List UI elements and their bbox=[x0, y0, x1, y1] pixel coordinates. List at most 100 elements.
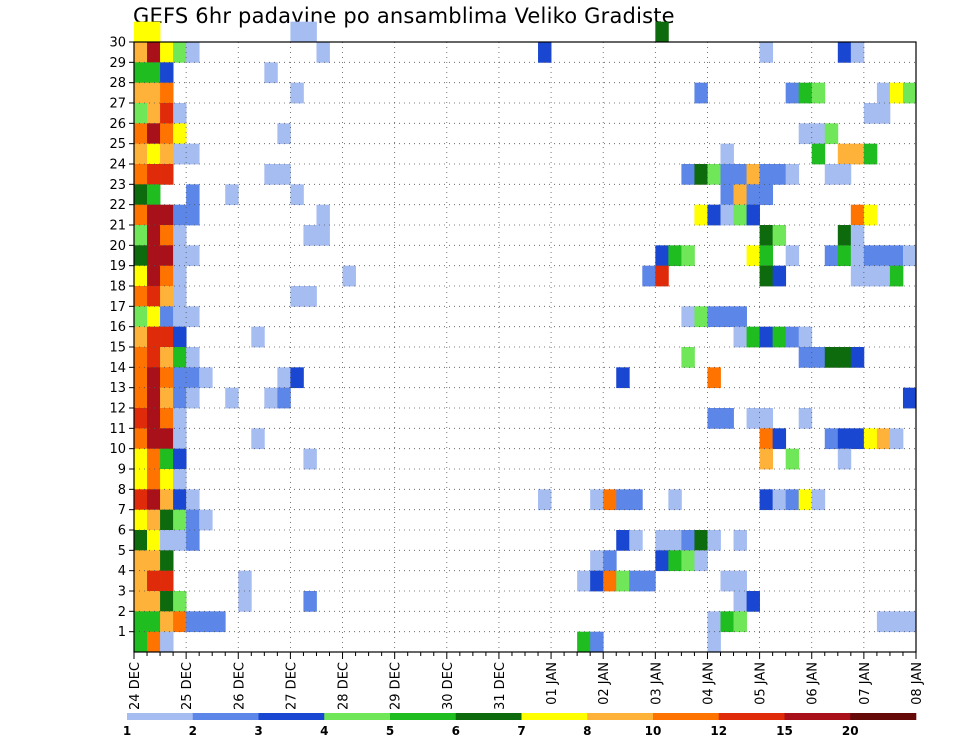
heatmap-cell bbox=[264, 164, 278, 185]
heatmap-cell bbox=[147, 347, 161, 368]
heatmap-cell bbox=[681, 530, 695, 551]
heatmap-cell bbox=[134, 225, 148, 246]
heatmap-cell bbox=[134, 550, 148, 572]
heatmap-cell bbox=[147, 42, 161, 63]
heatmap-cell bbox=[837, 42, 852, 63]
heatmap-cell bbox=[629, 570, 643, 592]
heatmap-cell bbox=[863, 245, 878, 267]
colorbar-label: 3 bbox=[254, 724, 262, 738]
heatmap-cell bbox=[225, 387, 239, 409]
heatmap-cell bbox=[616, 367, 630, 389]
colorbar-segment bbox=[390, 713, 457, 720]
heatmap-cell bbox=[681, 164, 695, 185]
heatmap-cell bbox=[772, 326, 787, 348]
heatmap-cell bbox=[707, 408, 721, 429]
heatmap-cell bbox=[147, 184, 161, 206]
heatmap-cell bbox=[694, 204, 708, 226]
heatmap-cell bbox=[147, 550, 161, 572]
heatmap-cell bbox=[134, 103, 148, 124]
x-tick-label: 26 DEC bbox=[232, 662, 247, 710]
colorbar-label: 1 bbox=[123, 724, 131, 738]
heatmap-cell bbox=[160, 286, 174, 307]
heatmap-cell bbox=[147, 469, 161, 490]
heatmap-cell bbox=[160, 367, 174, 389]
heatmap-cell bbox=[251, 428, 265, 450]
colorbar-label: 6 bbox=[452, 724, 460, 738]
x-tick-label: 07 JAN bbox=[858, 662, 873, 705]
heatmap-cell bbox=[590, 489, 604, 511]
heatmap-cell bbox=[837, 448, 852, 470]
heatmap-cell bbox=[147, 21, 161, 43]
colorbar-segment bbox=[718, 713, 785, 720]
heatmap-cell bbox=[655, 21, 669, 43]
heatmap-cell bbox=[824, 123, 839, 145]
heatmap-cell bbox=[134, 306, 148, 328]
y-tick-label: 4 bbox=[118, 564, 126, 579]
colorbar-segment bbox=[258, 713, 325, 720]
heatmap-cell bbox=[303, 591, 317, 612]
heatmap-cell bbox=[160, 591, 174, 612]
heatmap-cell bbox=[876, 611, 891, 633]
x-tick-label: 30 DEC bbox=[441, 662, 456, 710]
heatmap-cell bbox=[707, 204, 721, 226]
heatmap-cell bbox=[707, 611, 721, 633]
heatmap-cell bbox=[824, 428, 839, 450]
heatmap-cell bbox=[798, 489, 813, 511]
heatmap-cell bbox=[785, 326, 800, 348]
y-tick-label: 26 bbox=[109, 117, 126, 132]
heatmap-cell bbox=[733, 204, 747, 226]
heatmap-cell bbox=[655, 245, 669, 267]
heatmap-cell bbox=[186, 245, 200, 267]
heatmap-cell bbox=[577, 570, 591, 592]
heatmap-cell bbox=[264, 387, 278, 409]
heatmap-cell bbox=[694, 82, 708, 104]
heatmap-cell bbox=[173, 265, 187, 287]
heatmap-cell bbox=[668, 530, 682, 551]
heatmap-cell bbox=[694, 164, 708, 185]
heatmap-cell bbox=[186, 509, 200, 531]
heatmap-cell bbox=[173, 530, 187, 551]
heatmap-cell bbox=[160, 62, 174, 84]
heatmap-cell bbox=[694, 306, 708, 328]
heatmap-cell bbox=[147, 631, 161, 653]
heatmap-cell bbox=[173, 469, 187, 490]
heatmap-cell bbox=[186, 347, 200, 368]
heatmap-cell bbox=[186, 387, 200, 409]
colorbar-segment bbox=[587, 713, 654, 720]
heatmap-cell bbox=[707, 306, 721, 328]
heatmap-cell bbox=[134, 570, 148, 592]
heatmap-cell bbox=[173, 42, 187, 63]
heatmap-cell bbox=[316, 42, 330, 63]
heatmap-cell bbox=[160, 204, 174, 226]
heatmap-cell bbox=[173, 347, 187, 368]
heatmap-cell bbox=[590, 550, 604, 572]
colorbar-segment bbox=[653, 713, 720, 720]
heatmap-cell bbox=[160, 123, 174, 145]
heatmap-cell bbox=[850, 143, 865, 165]
heatmap-cell bbox=[147, 245, 161, 267]
heatmap-cell bbox=[733, 164, 747, 185]
heatmap-cell bbox=[733, 184, 747, 206]
heatmap-cell bbox=[134, 62, 148, 84]
y-tick-label: 9 bbox=[118, 463, 126, 478]
heatmap-cell bbox=[199, 367, 213, 389]
heatmap-cell bbox=[759, 448, 774, 470]
heatmap-cell bbox=[876, 245, 891, 267]
heatmap-cell bbox=[225, 184, 239, 206]
heatmap-cell bbox=[160, 631, 174, 653]
heatmap-cell bbox=[629, 530, 643, 551]
heatmap-cell bbox=[264, 62, 278, 84]
heatmap-cell bbox=[290, 82, 304, 104]
heatmap-cell bbox=[160, 82, 174, 104]
heatmap-cell bbox=[147, 82, 161, 104]
heatmap-cell bbox=[785, 245, 800, 267]
heatmap-cell bbox=[186, 143, 200, 165]
heatmap-cell bbox=[850, 204, 865, 226]
heatmap-cell bbox=[837, 225, 852, 246]
heatmap-cell bbox=[134, 489, 148, 511]
y-tick-label: 29 bbox=[109, 56, 126, 71]
heatmap-cell bbox=[147, 367, 161, 389]
heatmap-cell bbox=[134, 326, 148, 348]
x-tick-label: 06 JAN bbox=[806, 662, 821, 705]
heatmap-cell bbox=[134, 184, 148, 206]
